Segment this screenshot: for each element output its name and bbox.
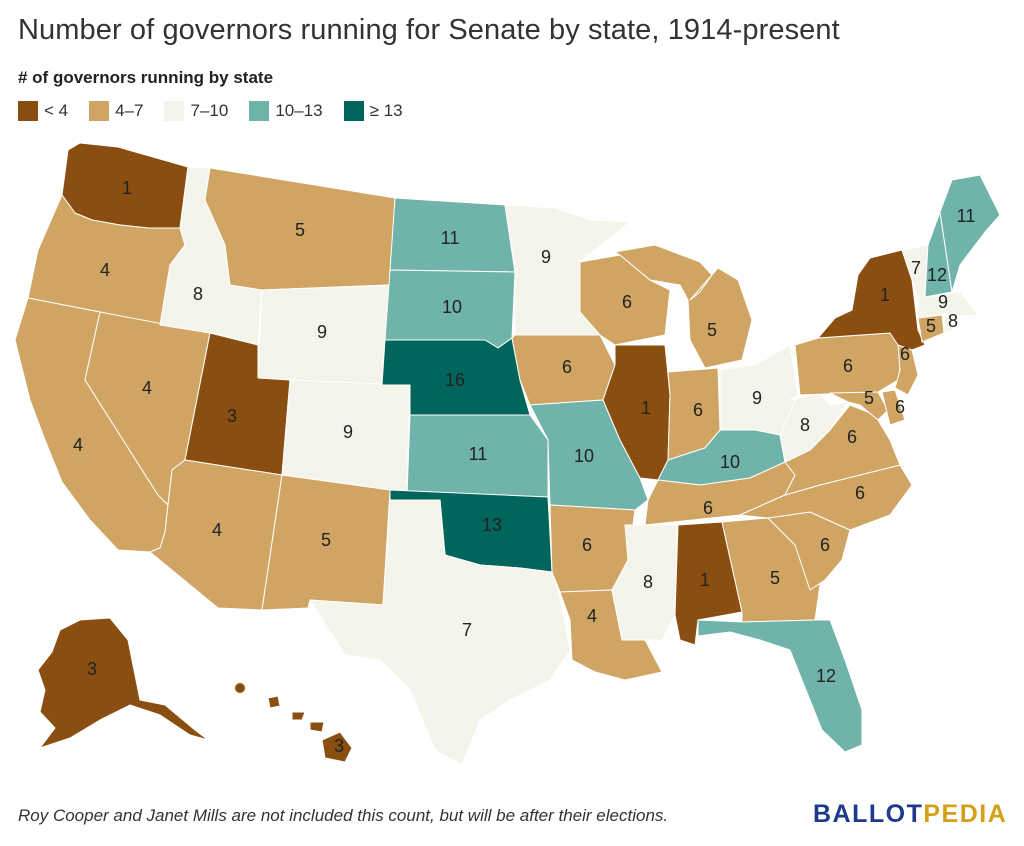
state-value-label-ma: 9 (938, 292, 948, 312)
state-value-label-la: 4 (587, 606, 597, 626)
state-value-label-ok: 13 (482, 515, 502, 535)
state-value-label-ne: 16 (445, 370, 465, 390)
state-value-label-mt: 5 (295, 220, 305, 240)
chart-title: Number of governors running for Senate b… (18, 14, 840, 46)
state-hi-island (291, 711, 306, 721)
state-fl[interactable] (697, 619, 863, 753)
state-value-label-il: 1 (641, 398, 651, 418)
state-value-label-vt: 7 (911, 258, 921, 278)
state-ak-island (235, 683, 245, 693)
legend: < 4 4–7 7–10 10–13 ≥ 13 (18, 101, 424, 121)
state-value-label-al: 1 (700, 570, 710, 590)
state-ne[interactable] (381, 337, 531, 416)
state-value-label-az: 4 (212, 520, 222, 540)
state-hi[interactable] (321, 731, 353, 763)
state-value-label-ut: 3 (227, 406, 237, 426)
legend-swatch (164, 101, 185, 121)
state-value-label-or: 4 (100, 260, 110, 280)
state-value-label-tn: 6 (703, 498, 713, 518)
state-value-label-nm: 5 (321, 530, 331, 550)
state-value-label-ky: 10 (720, 452, 740, 472)
state-value-label-pa: 6 (843, 356, 853, 376)
state-hi-island (309, 721, 325, 733)
state-value-label-sc: 6 (820, 535, 830, 555)
state-value-label-ms: 8 (643, 572, 653, 592)
state-value-label-nd: 11 (441, 228, 460, 248)
state-value-label-wi: 6 (622, 292, 632, 312)
legend-heading: # of governors running by state (18, 68, 274, 87)
state-value-label-id: 8 (193, 284, 203, 304)
legend-swatch (343, 101, 364, 121)
logo-part-ballot: BALLOT (813, 800, 924, 828)
footnote: Roy Cooper and Janet Mills are not inclu… (18, 806, 669, 825)
legend-swatch (18, 101, 38, 121)
state-value-label-ga: 5 (770, 568, 780, 588)
state-value-label-oh: 9 (752, 388, 762, 408)
state-value-label-ri: 8 (948, 311, 958, 331)
state-value-label-ct: 5 (926, 316, 936, 336)
state-value-label-sd: 10 (442, 297, 462, 317)
state-vt[interactable] (901, 244, 929, 299)
state-value-label-ny: 1 (880, 285, 890, 305)
state-tx[interactable] (309, 499, 571, 766)
state-mi[interactable] (614, 244, 753, 369)
state-value-label-nj: 6 (900, 344, 910, 364)
state-ak[interactable] (37, 617, 209, 749)
legend-item-10-13: 10–13 (249, 101, 323, 121)
state-value-label-mo: 10 (574, 446, 594, 466)
legend-label: ≥ 13 (369, 101, 403, 120)
legend-item-gte13: ≥ 13 (343, 101, 403, 121)
state-ks[interactable] (406, 414, 549, 498)
ballotpedia-logo: BALLOTPEDIA (813, 800, 1007, 829)
state-il[interactable] (602, 344, 671, 481)
legend-swatch (89, 101, 110, 121)
legend-item-lt4: < 4 (18, 101, 68, 121)
legend-swatch (249, 101, 270, 121)
state-value-label-hi: 3 (334, 736, 344, 756)
state-value-label-md: 5 (864, 388, 874, 408)
state-value-label-mi: 5 (707, 320, 717, 340)
state-value-label-nh: 12 (927, 265, 947, 285)
state-value-label-ks: 11 (469, 444, 488, 464)
state-value-label-ar: 6 (582, 535, 592, 555)
state-md[interactable] (829, 391, 889, 421)
state-hi-island (267, 695, 281, 709)
legend-item-7-10: 7–10 (164, 101, 228, 121)
state-value-label-me: 11 (957, 206, 976, 226)
logo-part-pedia: PEDIA (923, 800, 1008, 828)
state-de[interactable] (881, 389, 906, 426)
state-value-label-wa: 1 (122, 178, 132, 198)
legend-label: 7–10 (190, 101, 229, 120)
state-value-label-mn: 9 (541, 247, 551, 267)
state-value-label-in: 6 (693, 400, 703, 420)
state-value-label-wy: 9 (317, 322, 327, 342)
state-value-label-ia: 6 (562, 357, 572, 377)
legend-label: 10–13 (275, 101, 323, 120)
legend-label: < 4 (44, 101, 69, 120)
state-value-label-fl: 12 (816, 666, 836, 686)
state-me[interactable] (939, 174, 1001, 293)
state-value-label-ak: 3 (87, 659, 97, 679)
state-value-label-nc: 6 (855, 483, 865, 503)
state-value-label-wv: 8 (800, 415, 810, 435)
legend-label: 4–7 (115, 101, 144, 120)
state-value-label-de: 6 (895, 397, 905, 417)
state-ma[interactable] (917, 291, 979, 319)
state-value-label-nv: 4 (142, 378, 152, 398)
legend-item-4-7: 4–7 (89, 101, 143, 121)
state-value-label-ca: 4 (73, 435, 83, 455)
state-value-label-tx: 7 (462, 620, 472, 640)
state-wv[interactable] (779, 392, 849, 463)
state-value-label-va: 6 (847, 427, 857, 447)
state-value-label-co: 9 (343, 422, 353, 442)
